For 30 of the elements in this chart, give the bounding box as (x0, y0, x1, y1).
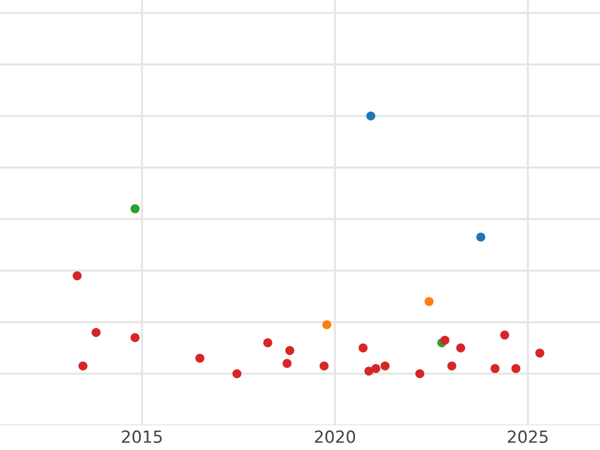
point (371, 364, 380, 374)
x-tick-label: 2020 (314, 430, 356, 444)
point (285, 346, 294, 356)
point (72, 271, 82, 280)
point (320, 361, 329, 370)
point (366, 111, 376, 120)
point (322, 320, 332, 330)
point (92, 328, 101, 337)
point (364, 366, 374, 376)
point (232, 369, 242, 378)
point (358, 343, 368, 352)
point (511, 364, 520, 374)
point (130, 204, 140, 214)
point (424, 297, 434, 306)
point (500, 330, 510, 340)
point (380, 361, 390, 370)
point (490, 364, 500, 374)
x-tick-label: 2015 (122, 430, 162, 444)
point (195, 354, 204, 363)
point (535, 348, 544, 358)
x-tick-label: 2025 (508, 430, 548, 444)
point (440, 336, 450, 345)
point (456, 343, 466, 352)
point (130, 333, 140, 342)
point (282, 358, 292, 368)
point (263, 338, 272, 348)
point (447, 361, 456, 370)
point (78, 361, 88, 370)
point (415, 369, 424, 378)
point (476, 232, 486, 242)
